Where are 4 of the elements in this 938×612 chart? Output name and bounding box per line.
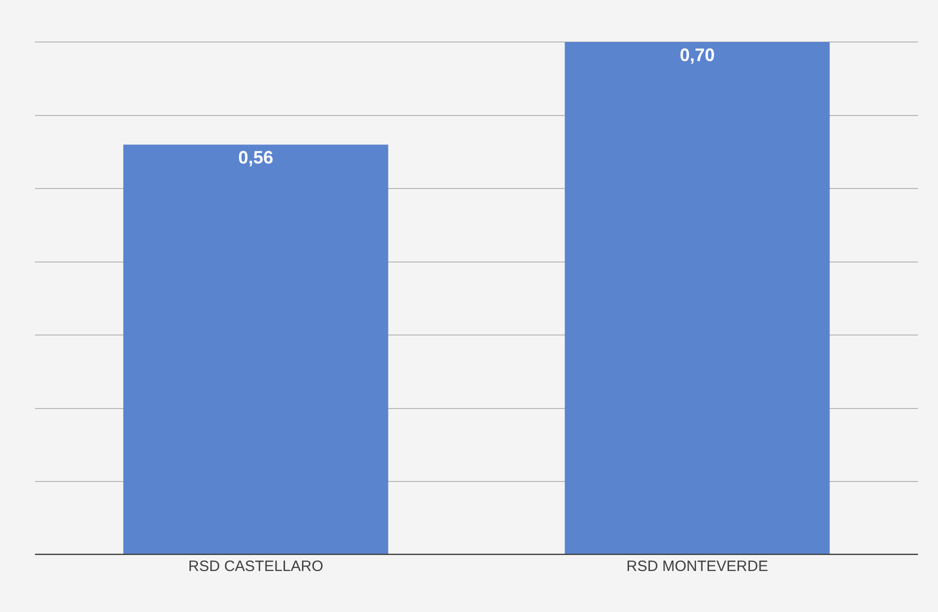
x-tick-label: RSD CASTELLARO bbox=[188, 558, 324, 575]
data-label: 0,56 bbox=[238, 148, 274, 168]
x-tick-label: RSD MONTEVERDE bbox=[626, 558, 768, 575]
data-label: 0,70 bbox=[680, 45, 715, 65]
